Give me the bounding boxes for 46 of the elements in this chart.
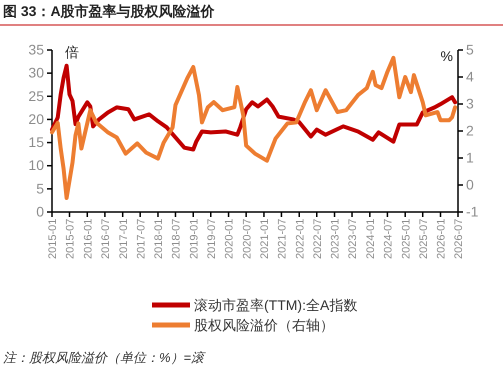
y-tick-label: 25 [28,88,44,104]
y2-tick-label: 1 [466,149,474,166]
y-tick-label: 30 [28,64,44,81]
x-tick-label: 2017-01 [118,218,130,259]
y2-tick-label: 5 [466,41,474,58]
x-tick-label: 2016-01 [82,218,94,259]
y-tick-label: 35 [28,41,44,58]
x-tick-label: 2018-01 [153,218,166,259]
y2-tick-label: -1 [466,203,479,220]
y2-tick-label: 4 [466,68,474,84]
x-tick-label: 2024-07 [382,218,395,259]
x-tick-label: 2026-01 [436,218,448,259]
x-tick-label: 2023-07 [347,218,360,259]
y-tick-label: 20 [28,110,44,127]
x-tick-label: 2022-01 [294,218,306,259]
x-tick-label: 2021-01 [259,218,272,259]
y2-axis-title: % [440,48,453,64]
x-tick-label: 2020-01 [224,218,236,259]
x-tick-label: 2023-01 [330,218,342,259]
y-tick-label: 10 [28,157,44,174]
y-tick-label: 15 [28,134,44,150]
x-tick-label: 2025-01 [400,218,412,259]
legend-label: 滚动市盈率(TTM):全A指数 [194,297,358,313]
x-tick-label: 2016-07 [100,218,112,259]
x-tick-label: 2020-07 [241,218,254,259]
y-tick-label: 0 [36,203,44,220]
x-tick-label: 2019-01 [188,218,200,259]
y-tick-label: 5 [36,180,44,196]
x-tick-label: 2015-01 [47,218,60,259]
x-tick-label: 2024-01 [364,218,377,259]
x-tick-label: 2021-07 [276,218,289,259]
line-series [50,64,458,152]
chart-title: 图 33：A股市盈率与股权风险溢价 [3,3,216,19]
x-tick-label: 2017-07 [135,218,148,259]
legend-label: 股权风险溢价（右轴） [194,317,334,333]
x-tick-label: 2019-07 [206,218,218,259]
y-axis-title: 倍 [65,44,79,60]
y2-tick-label: 0 [466,176,474,192]
y2-tick-label: 2 [466,122,474,138]
x-tick-label: 2015-07 [64,218,77,259]
x-tick-label: 2025-07 [418,218,430,259]
x-tick-label: 2022-07 [312,218,324,259]
x-tick-label: 2018-07 [170,218,183,259]
x-tick-label: 2026-07 [453,218,466,259]
y2-tick-label: 3 [466,95,474,112]
text: 注：股权风险溢价（单位：%）=滚 [3,350,206,365]
